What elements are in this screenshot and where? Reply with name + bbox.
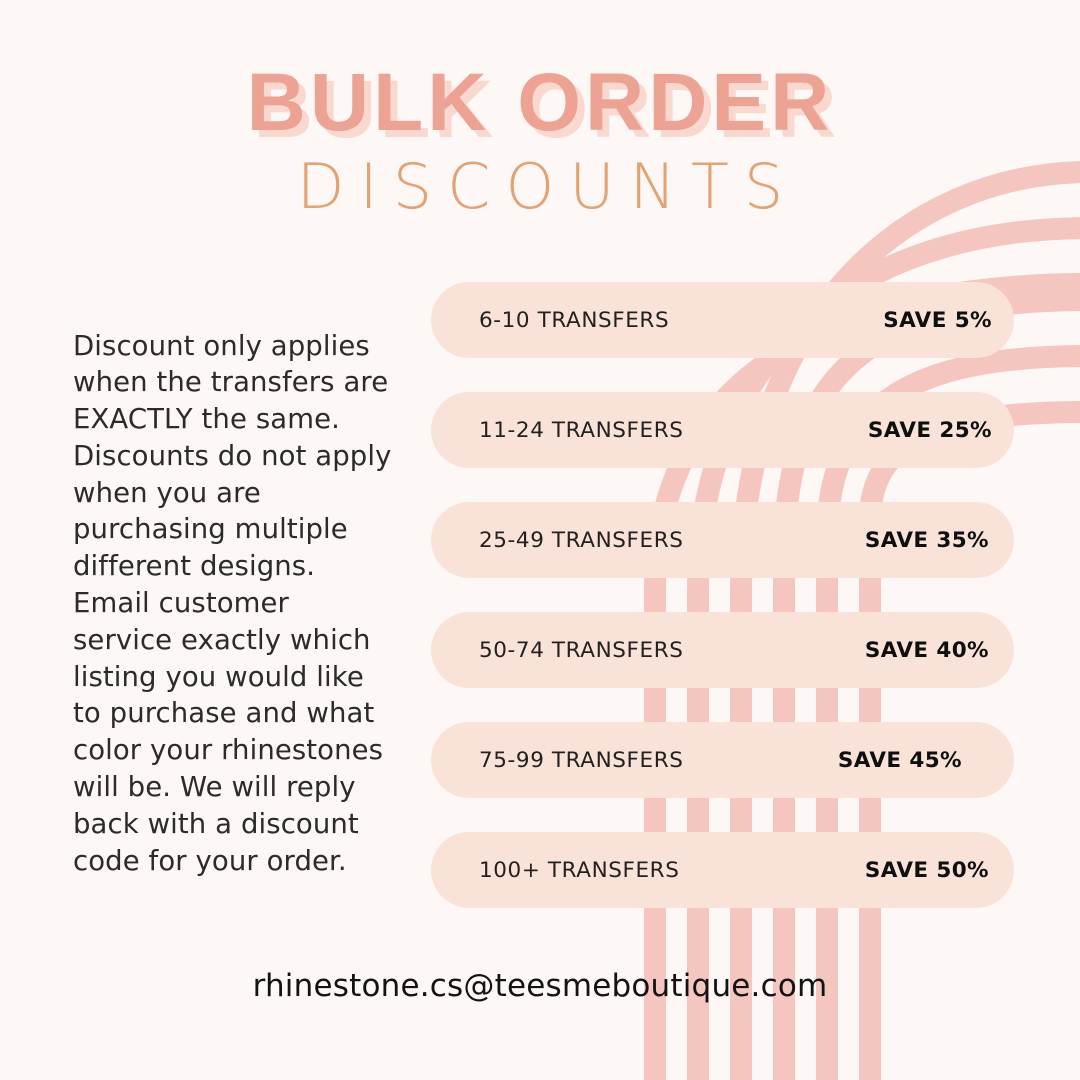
tier-label: 6-10 TRANSFERS <box>479 307 670 333</box>
tier-label: 50-74 TRANSFERS <box>479 637 684 663</box>
description-text: Discount only applies when the transfers… <box>73 329 392 877</box>
tier-row[interactable]: 50-74 TRANSFERS SAVE 40% <box>431 612 1014 688</box>
tier-label: 25-49 TRANSFERS <box>479 527 684 553</box>
tier-discount: SAVE 5% <box>883 307 992 333</box>
tier-row[interactable]: 100+ TRANSFERS SAVE 50% <box>431 832 1014 908</box>
tier-label: 11-24 TRANSFERS <box>479 417 684 443</box>
discount-tier-list: 6-10 TRANSFERS SAVE 5% 11-24 TRANSFERS S… <box>431 282 1014 908</box>
tier-label: 100+ TRANSFERS <box>479 857 680 883</box>
tier-discount: SAVE 25% <box>867 417 992 443</box>
tier-discount: SAVE 40% <box>864 637 989 663</box>
tier-row[interactable]: 11-24 TRANSFERS SAVE 25% <box>431 392 1014 468</box>
page-subtitle: DISCOUNTS <box>296 150 799 223</box>
tier-discount: SAVE 35% <box>864 527 989 553</box>
tier-row[interactable]: 75-99 TRANSFERS SAVE 45% <box>431 722 1014 798</box>
tier-label: 75-99 TRANSFERS <box>479 747 684 773</box>
contact-email[interactable]: rhinestone.cs@teesmeboutique.com <box>252 968 828 1004</box>
header: BULK ORDER DISCOUNTS <box>0 62 1080 218</box>
tier-discount: SAVE 45% <box>837 747 962 773</box>
tier-row[interactable]: 6-10 TRANSFERS SAVE 5% <box>431 282 1014 358</box>
page-title: BULK ORDER <box>246 57 834 148</box>
tier-row[interactable]: 25-49 TRANSFERS SAVE 35% <box>431 502 1014 578</box>
tier-discount: SAVE 50% <box>864 857 989 883</box>
